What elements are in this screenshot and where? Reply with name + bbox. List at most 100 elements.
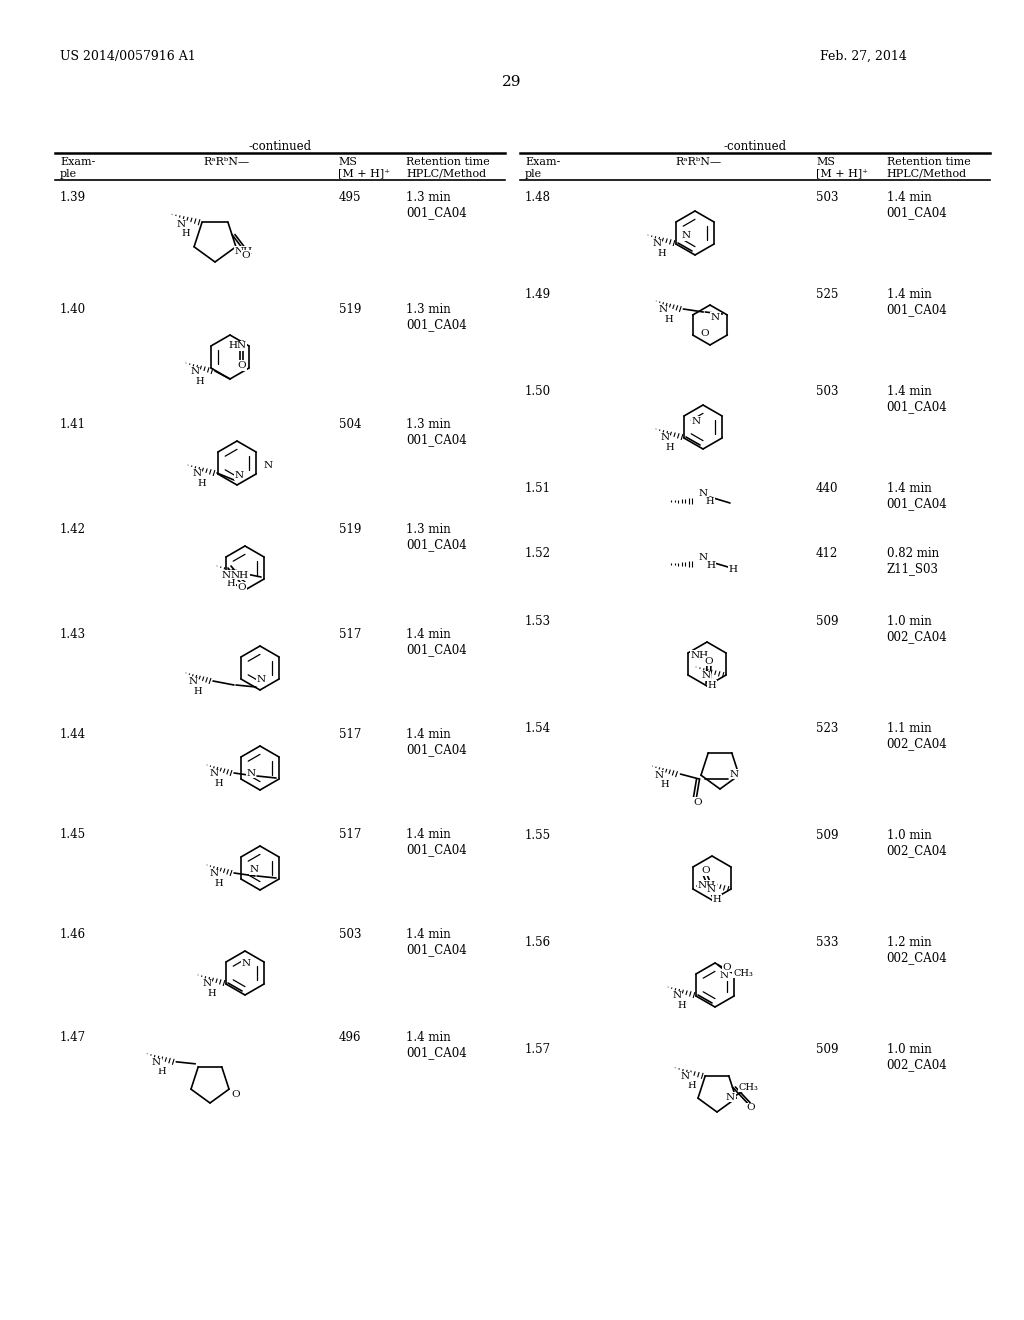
Text: 1.45: 1.45 <box>60 828 86 841</box>
Text: 517: 517 <box>339 828 360 841</box>
Text: 412: 412 <box>816 546 839 560</box>
Text: 1.55: 1.55 <box>525 829 551 842</box>
Text: NH: NH <box>230 570 249 579</box>
Text: N: N <box>681 231 690 240</box>
Text: N: N <box>247 768 256 777</box>
Text: O: O <box>231 1089 240 1098</box>
Text: N: N <box>655 771 665 780</box>
Text: H: H <box>196 376 205 385</box>
Text: O: O <box>700 329 709 338</box>
Text: H: H <box>198 479 206 487</box>
Text: -continued: -continued <box>249 140 311 153</box>
Text: 1.57: 1.57 <box>525 1043 551 1056</box>
Text: RᵃRᵇN—: RᵃRᵇN— <box>676 157 722 168</box>
Text: 504: 504 <box>339 418 361 432</box>
Text: 1.50: 1.50 <box>525 385 551 399</box>
Text: MS
[M + H]⁺: MS [M + H]⁺ <box>339 157 390 178</box>
Text: Exam-
ple: Exam- ple <box>525 157 560 178</box>
Text: 1.40: 1.40 <box>60 304 86 315</box>
Text: 0.82 min
Z11_S03: 0.82 min Z11_S03 <box>887 546 939 576</box>
Text: 1.3 min
001_CA04: 1.3 min 001_CA04 <box>406 304 467 331</box>
Text: 1.0 min
002_CA04: 1.0 min 002_CA04 <box>887 829 947 857</box>
Text: H: H <box>687 1081 695 1090</box>
Text: H: H <box>713 895 721 903</box>
Text: N: N <box>152 1059 161 1068</box>
Text: CH₃: CH₃ <box>733 969 753 978</box>
Text: N: N <box>176 219 185 228</box>
Text: N: N <box>726 1093 735 1102</box>
Text: NH: NH <box>234 247 253 256</box>
Text: -continued: -continued <box>723 140 786 153</box>
Text: O: O <box>242 251 250 260</box>
Text: HN: HN <box>228 342 246 351</box>
Text: N: N <box>210 770 218 779</box>
Text: 1.4 min
001_CA04: 1.4 min 001_CA04 <box>406 1031 467 1059</box>
Text: 1.4 min
001_CA04: 1.4 min 001_CA04 <box>887 288 947 315</box>
Text: N: N <box>210 870 218 879</box>
Text: 1.4 min
001_CA04: 1.4 min 001_CA04 <box>887 385 947 413</box>
Text: H: H <box>215 879 223 887</box>
Text: N: N <box>250 866 258 874</box>
Text: 1.4 min
001_CA04: 1.4 min 001_CA04 <box>406 828 467 855</box>
Text: N: N <box>256 676 265 685</box>
Text: O: O <box>746 1104 755 1113</box>
Text: N: N <box>188 677 198 686</box>
Text: O: O <box>705 656 714 665</box>
Text: H: H <box>226 579 236 589</box>
Text: O: O <box>238 582 246 591</box>
Text: N: N <box>263 462 272 470</box>
Text: 1.53: 1.53 <box>525 615 551 628</box>
Text: N: N <box>681 1072 690 1081</box>
Text: N: N <box>658 305 668 314</box>
Text: 503: 503 <box>339 928 361 941</box>
Text: N: N <box>730 770 739 779</box>
Text: 1.52: 1.52 <box>525 546 551 560</box>
Text: H: H <box>728 565 737 573</box>
Text: Feb. 27, 2014: Feb. 27, 2014 <box>820 50 907 63</box>
Text: O: O <box>238 360 246 370</box>
Text: H: H <box>664 314 673 323</box>
Text: 1.47: 1.47 <box>60 1031 86 1044</box>
Text: 1.44: 1.44 <box>60 729 86 741</box>
Text: 1.51: 1.51 <box>525 482 551 495</box>
Text: H: H <box>660 780 669 788</box>
Text: H: H <box>706 498 715 507</box>
Text: N: N <box>701 672 711 681</box>
Text: N: N <box>190 367 200 376</box>
Text: 509: 509 <box>816 1043 839 1056</box>
Text: 29: 29 <box>502 75 522 88</box>
Text: N: N <box>234 470 244 479</box>
Text: 1.0 min
002_CA04: 1.0 min 002_CA04 <box>887 615 947 643</box>
Text: 509: 509 <box>816 615 839 628</box>
Text: 503: 503 <box>816 385 839 399</box>
Text: 517: 517 <box>339 729 360 741</box>
Text: O: O <box>701 866 710 875</box>
Text: H: H <box>181 228 190 238</box>
Text: 495: 495 <box>339 191 361 205</box>
Text: 1.4 min
001_CA04: 1.4 min 001_CA04 <box>887 191 947 219</box>
Text: 1.2 min
002_CA04: 1.2 min 002_CA04 <box>887 936 947 964</box>
Text: 1.1 min
002_CA04: 1.1 min 002_CA04 <box>887 722 947 750</box>
Text: 517: 517 <box>339 628 360 642</box>
Text: 519: 519 <box>339 523 360 536</box>
Text: 1.41: 1.41 <box>60 418 86 432</box>
Text: 1.4 min
001_CA04: 1.4 min 001_CA04 <box>887 482 947 510</box>
Text: O: O <box>693 797 701 807</box>
Text: 509: 509 <box>816 829 839 842</box>
Text: H: H <box>208 989 216 998</box>
Text: N: N <box>193 470 202 479</box>
Text: 1.43: 1.43 <box>60 628 86 642</box>
Text: N: N <box>691 417 700 425</box>
Text: 1.54: 1.54 <box>525 722 551 735</box>
Text: US 2014/0057916 A1: US 2014/0057916 A1 <box>60 50 196 63</box>
Text: N: N <box>242 958 251 968</box>
Text: 1.0 min
002_CA04: 1.0 min 002_CA04 <box>887 1043 947 1071</box>
Text: 503: 503 <box>816 191 839 205</box>
Text: 1.48: 1.48 <box>525 191 551 205</box>
Text: N: N <box>707 886 716 895</box>
Text: H: H <box>708 681 717 689</box>
Text: Exam-
ple: Exam- ple <box>60 157 95 178</box>
Text: 1.42: 1.42 <box>60 523 86 536</box>
Text: 1.4 min
001_CA04: 1.4 min 001_CA04 <box>406 928 467 956</box>
Text: O: O <box>723 962 731 972</box>
